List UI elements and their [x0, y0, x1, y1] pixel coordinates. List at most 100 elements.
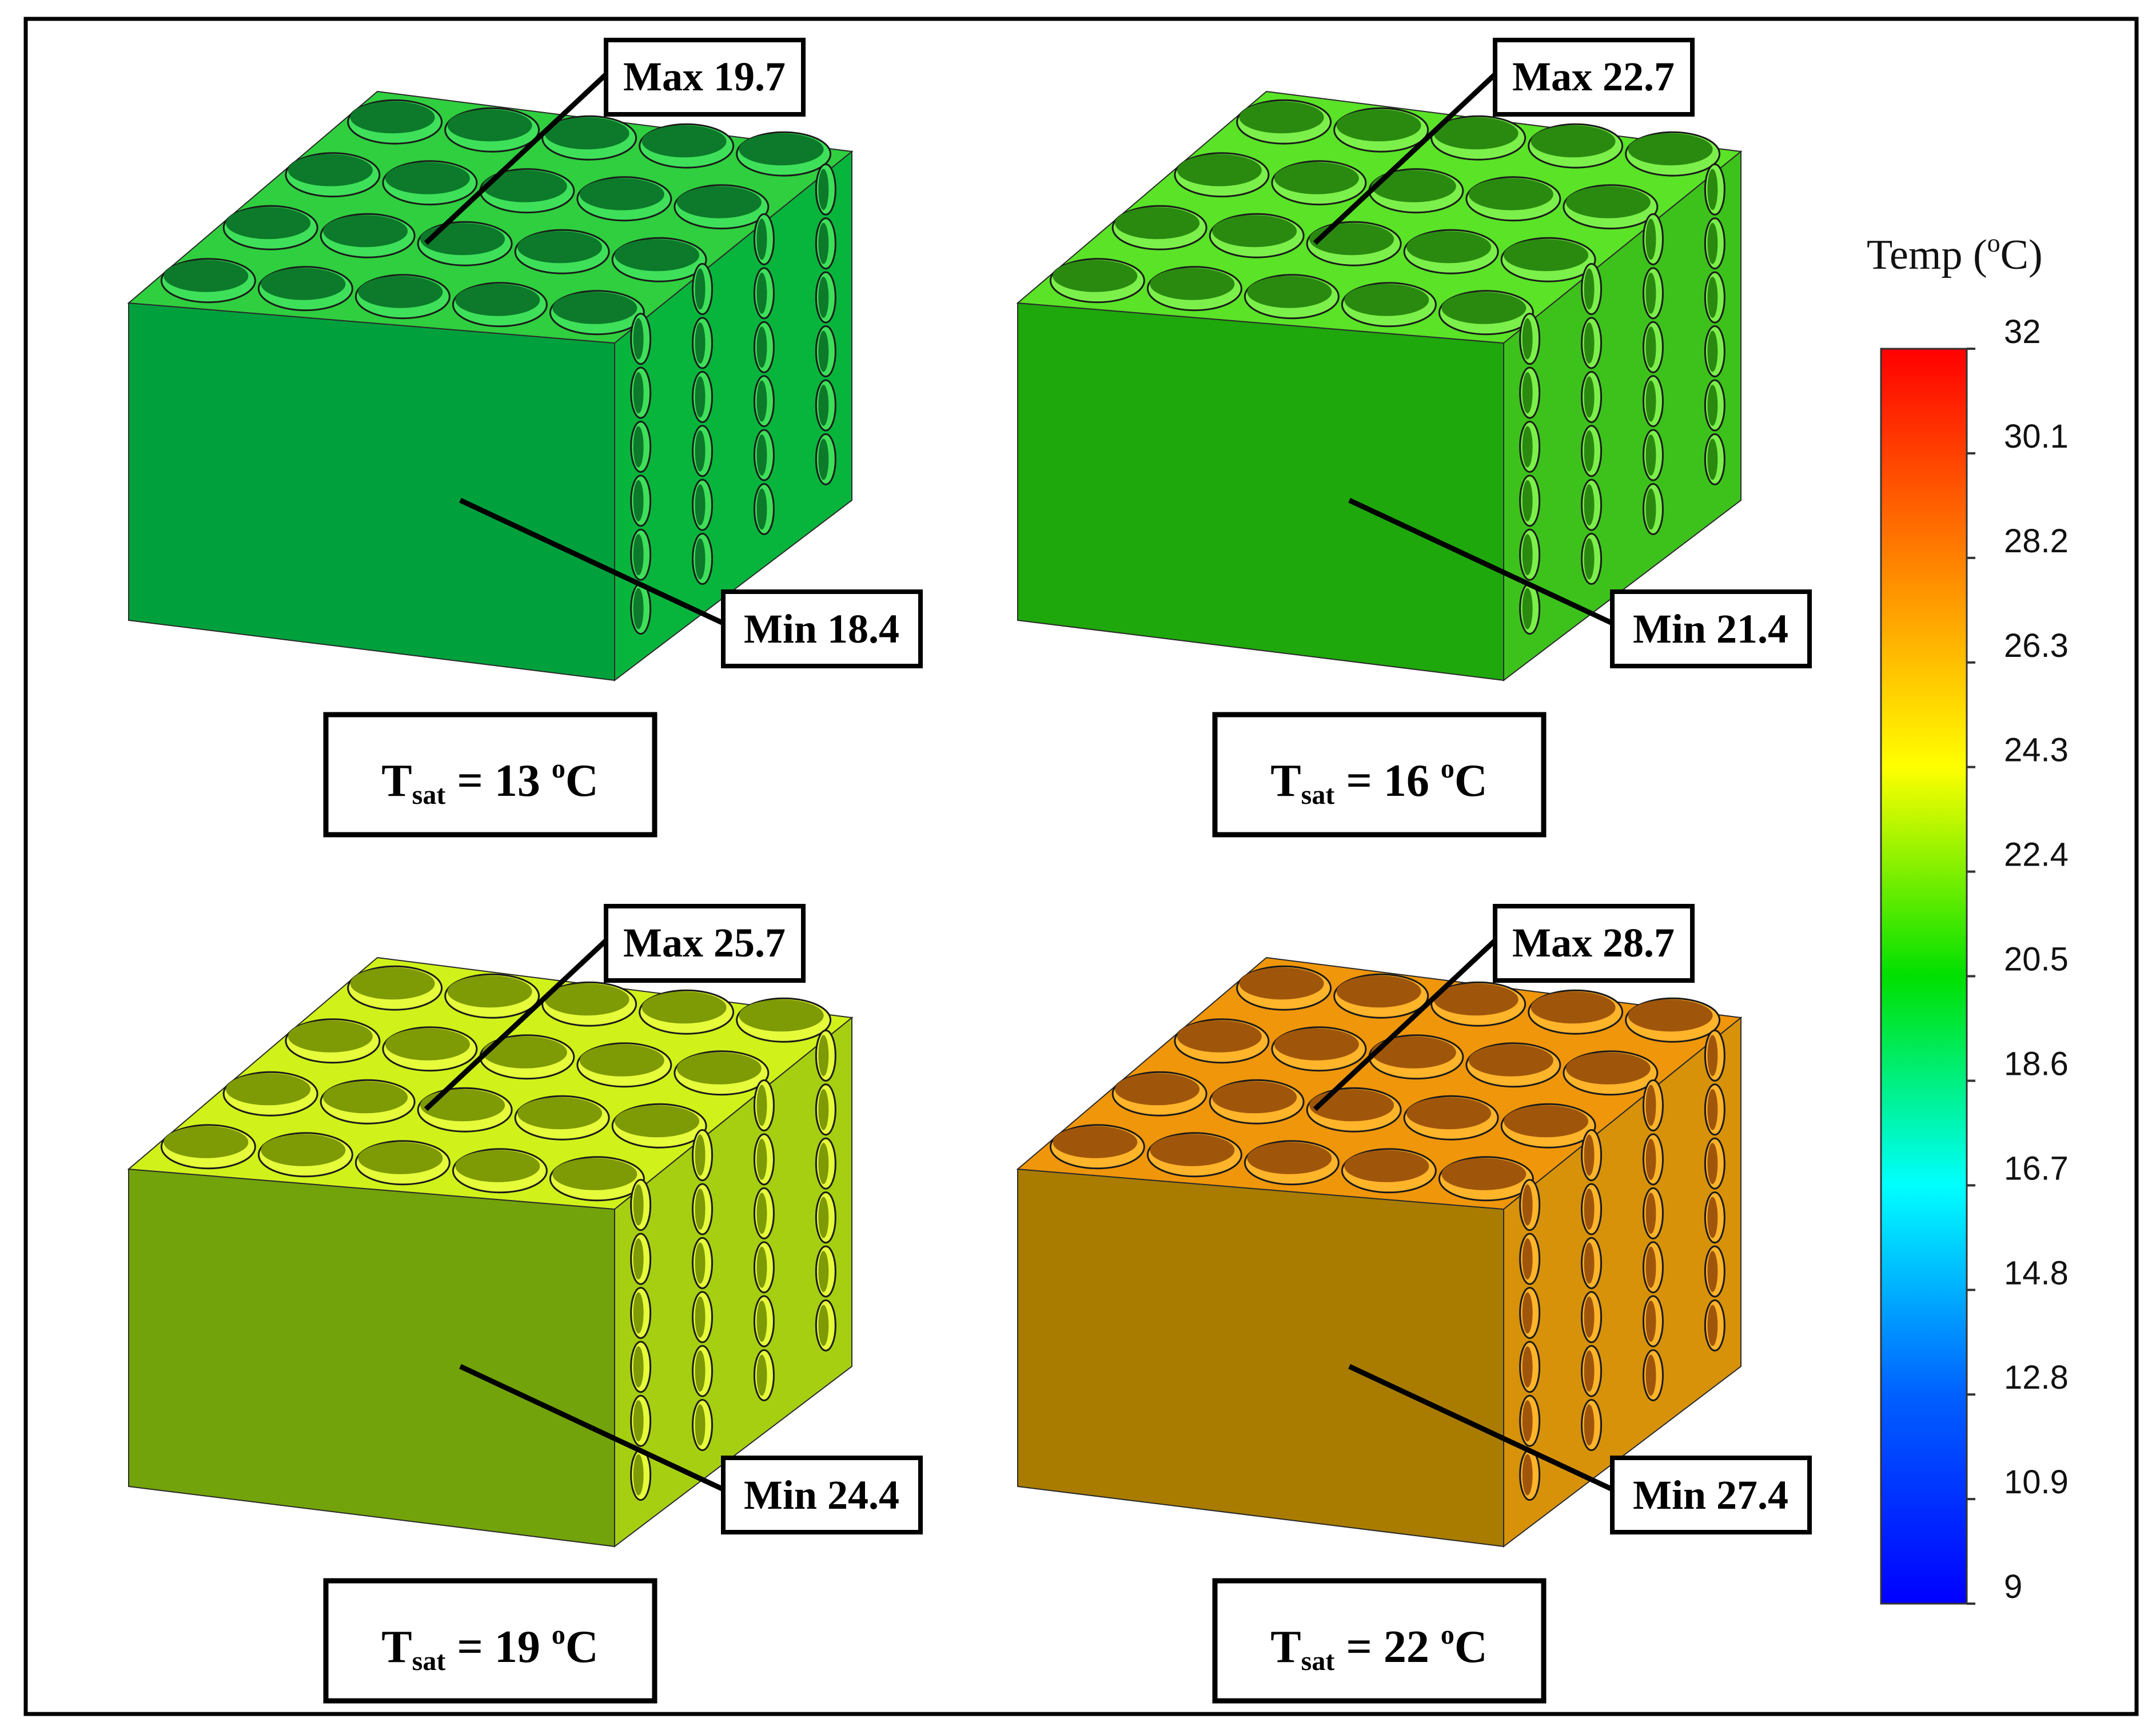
channel-hole — [673, 184, 770, 230]
channel-hole — [1341, 282, 1437, 328]
channel-hole — [1642, 1349, 1664, 1401]
channel-hole — [692, 370, 714, 423]
channel-hole — [1704, 1137, 1725, 1190]
channel-hole — [1111, 205, 1207, 250]
channel-hole — [1642, 1079, 1664, 1131]
channel-hole — [630, 1179, 652, 1231]
min-temp-label: Min 27.4 — [1610, 1456, 1812, 1534]
channel-hole — [611, 1103, 707, 1149]
channel-hole — [1581, 317, 1603, 369]
color-scale-tick-label: 28.2 — [2004, 523, 2069, 560]
channel-hole — [1704, 271, 1725, 324]
channel-hole — [1519, 475, 1541, 527]
channel-hole — [1642, 375, 1664, 428]
tsat-label: Tsat = 22 oC — [1212, 1578, 1547, 1704]
channel-hole — [1049, 1124, 1145, 1170]
channel-hole — [222, 205, 318, 250]
channel-hole — [1519, 1179, 1541, 1231]
channel-hole — [1438, 1156, 1534, 1202]
channel-hole — [1528, 989, 1624, 1035]
cube-panel: Max 25.7 Min 24.4 Tsat = 19 oC — [127, 904, 923, 1704]
channel-hole — [1704, 433, 1725, 485]
channel-hole — [1341, 1148, 1437, 1194]
cube-panel: Max 28.7 Min 27.4 Tsat = 22 oC — [1016, 904, 1812, 1704]
heat-sink-block — [127, 956, 854, 1548]
channel-hole — [1306, 1087, 1402, 1133]
channel-hole — [479, 168, 575, 214]
channel-hole — [611, 237, 707, 282]
channel-hole — [222, 1071, 318, 1117]
channel-hole — [347, 965, 443, 1011]
channel-hole — [692, 425, 714, 477]
channel-hole — [736, 131, 832, 177]
channel-hole — [630, 583, 652, 635]
min-temp-label: Min 21.4 — [1610, 589, 1812, 668]
channel-hole — [1642, 213, 1664, 265]
max-temp-label: Max 25.7 — [604, 904, 806, 983]
color-scale-tick-label: 18.6 — [2004, 1045, 2069, 1082]
channel-hole — [1519, 583, 1541, 635]
channel-hole — [1403, 229, 1499, 274]
channel-hole — [444, 107, 540, 153]
channel-hole — [692, 1183, 714, 1235]
channel-hole — [1704, 1299, 1725, 1352]
block-front-face — [1017, 302, 1504, 681]
channel-hole — [630, 1286, 652, 1339]
channel-hole — [1244, 1140, 1340, 1186]
channel-hole — [354, 274, 451, 320]
channel-hole — [1581, 370, 1603, 423]
max-temp-label: Max 28.7 — [1493, 904, 1695, 983]
svg-text:Max 22.7: Max 22.7 — [1512, 54, 1675, 99]
channel-hole — [815, 1245, 836, 1298]
channel-hole — [1174, 152, 1270, 198]
min-temp-label: Min 18.4 — [721, 589, 923, 668]
channel-hole — [1581, 1237, 1603, 1289]
channel-hole — [1581, 425, 1603, 477]
tsat-label: Tsat = 13 oC — [323, 712, 657, 838]
channel-hole — [753, 321, 775, 373]
color-scale-tick-label: 14.8 — [2004, 1254, 2069, 1291]
color-scale-title: Temp (oC) — [1867, 228, 2043, 278]
svg-text:Max 28.7: Max 28.7 — [1512, 920, 1675, 966]
channel-hole — [417, 1087, 513, 1133]
channel-hole — [1563, 1050, 1659, 1096]
channel-hole — [630, 366, 652, 419]
svg-text:Min 24.4: Min 24.4 — [744, 1472, 899, 1518]
color-scale-tick-label: 24.3 — [2004, 732, 2069, 769]
channel-hole — [753, 375, 775, 428]
cube-panel: Max 22.7 Min 21.4 Tsat = 16 oC — [1016, 38, 1812, 838]
channel-hole — [1236, 965, 1332, 1011]
channel-hole — [815, 1191, 836, 1244]
channel-hole — [815, 1083, 836, 1136]
max-leader-line — [424, 72, 608, 245]
color-scale-tick-label: 32 — [2004, 313, 2041, 350]
channel-hole — [1368, 1034, 1464, 1080]
min-leader-line — [1348, 1364, 1613, 1492]
svg-text:Tsat = 19 oC: Tsat = 19 oC — [381, 1620, 598, 1676]
channel-hole — [630, 1394, 652, 1447]
channel-hole — [1704, 1029, 1725, 1082]
channel-hole — [692, 479, 714, 531]
block-front-face — [128, 302, 615, 681]
color-scale-ticks: 32 30.1 28.2 26.3 24.3 22.4 20.5 18.6 16.7 14.8 12… — [1967, 313, 2069, 1605]
channel-hole — [753, 1187, 775, 1239]
svg-text:Max 19.7: Max 19.7 — [623, 54, 786, 99]
channel-hole — [1519, 1449, 1541, 1501]
channel-hole — [1519, 1341, 1541, 1393]
channel-hole — [1581, 479, 1603, 531]
channel-hole — [1519, 1394, 1541, 1447]
color-scale-tick-label: 30.1 — [2004, 418, 2069, 455]
channel-hole — [1625, 131, 1721, 177]
channel-hole — [1642, 321, 1664, 373]
tsat-label: Tsat = 19 oC — [323, 1578, 657, 1704]
channel-hole — [753, 1133, 775, 1186]
channel-hole — [1704, 379, 1725, 432]
svg-text:Min 21.4: Min 21.4 — [1633, 606, 1788, 652]
channel-hole — [692, 1345, 714, 1397]
top-channel-holes — [1049, 99, 1721, 336]
channel-hole — [1642, 1133, 1664, 1186]
channel-hole — [1519, 313, 1541, 365]
top-channel-holes — [160, 965, 832, 1202]
channel-hole — [1704, 1083, 1725, 1136]
svg-text:Tsat = 22 oC: Tsat = 22 oC — [1270, 1620, 1487, 1676]
